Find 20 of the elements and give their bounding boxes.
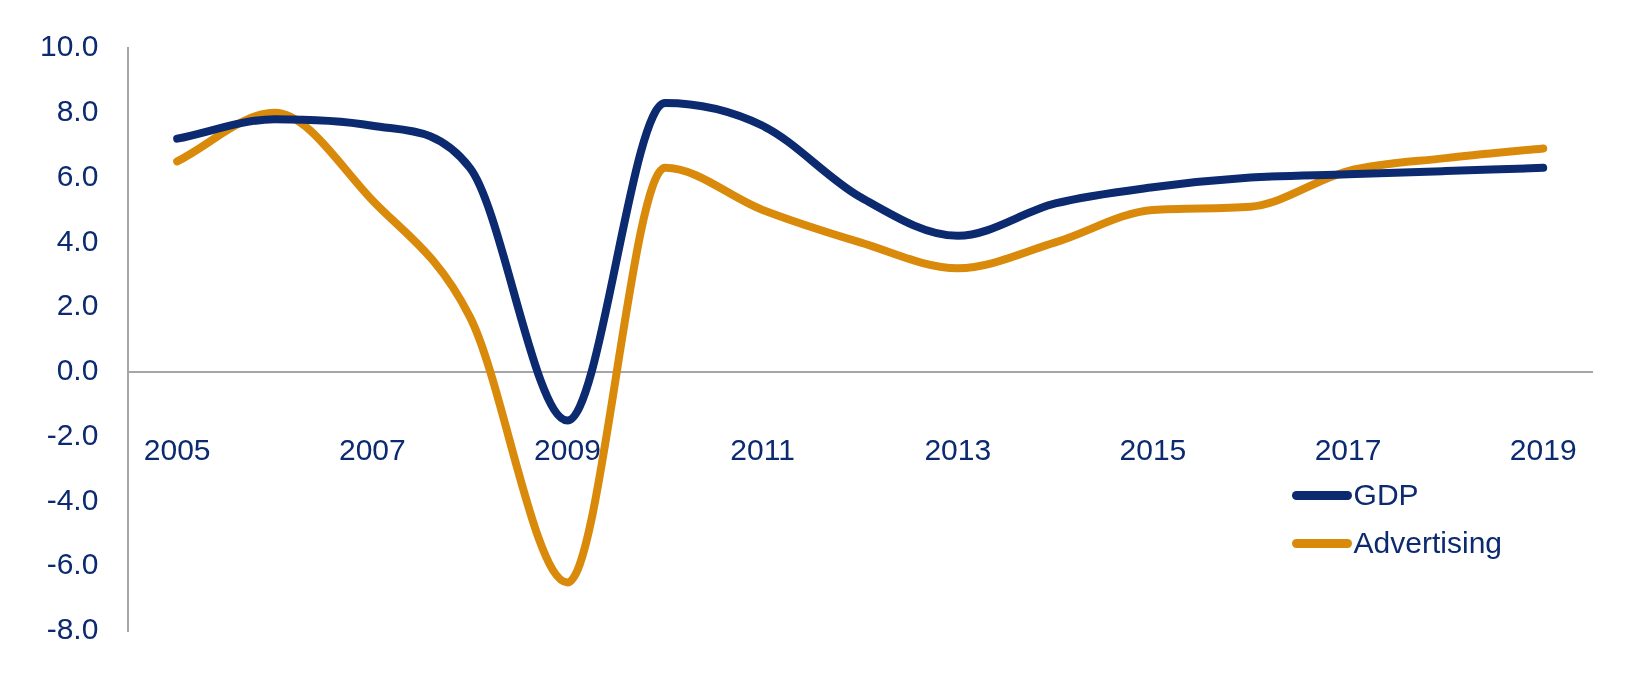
legend-label: GDP bbox=[1353, 478, 1419, 512]
legend-label: Advertising bbox=[1353, 526, 1502, 560]
x-tick-label: 2005 bbox=[143, 433, 211, 467]
y-tick-label: -8.0 bbox=[46, 612, 99, 646]
y-tick-label: 8.0 bbox=[56, 94, 99, 128]
x-tick-label: 2013 bbox=[924, 433, 992, 467]
y-tick-label: 0.0 bbox=[56, 353, 99, 387]
x-tick-label: 2007 bbox=[338, 433, 406, 467]
x-tick-label: 2015 bbox=[1119, 433, 1187, 467]
y-tick-label: 4.0 bbox=[56, 223, 99, 257]
y-tick-label: -4.0 bbox=[46, 482, 99, 516]
x-tick-label: 2009 bbox=[534, 433, 601, 467]
y-tick-label: 2.0 bbox=[56, 288, 99, 322]
y-tick-label: -6.0 bbox=[46, 547, 99, 581]
y-tick-label: 6.0 bbox=[56, 158, 99, 192]
x-tick-label: 2017 bbox=[1314, 433, 1382, 467]
y-tick-label: -2.0 bbox=[46, 417, 99, 451]
y-tick-label: 10.0 bbox=[40, 29, 99, 63]
x-tick-label: 2019 bbox=[1509, 433, 1577, 467]
x-tick-label: 2011 bbox=[730, 433, 795, 467]
